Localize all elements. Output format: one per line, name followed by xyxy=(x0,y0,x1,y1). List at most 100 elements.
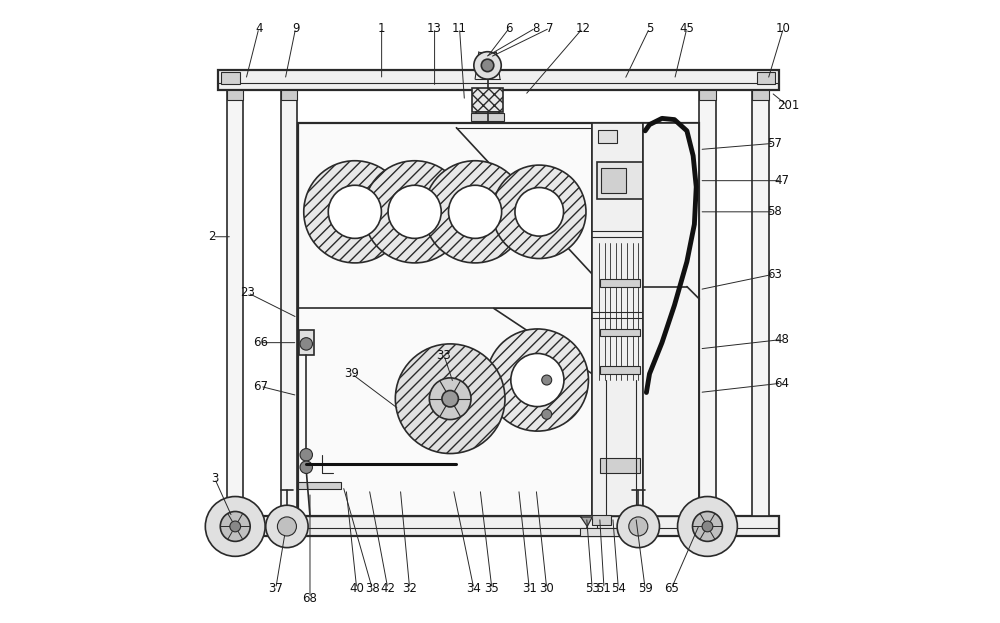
Circle shape xyxy=(230,521,241,532)
Text: 4: 4 xyxy=(255,22,263,34)
Bar xyxy=(757,72,775,84)
Bar xyxy=(601,168,626,193)
Text: 23: 23 xyxy=(240,287,255,299)
Circle shape xyxy=(328,185,381,239)
Circle shape xyxy=(277,517,296,536)
Bar xyxy=(580,528,648,536)
Text: 12: 12 xyxy=(575,22,590,34)
Text: 37: 37 xyxy=(268,583,283,595)
Text: 53: 53 xyxy=(585,583,600,595)
Text: 10: 10 xyxy=(776,22,791,34)
Text: 63: 63 xyxy=(767,268,782,280)
Text: 1: 1 xyxy=(378,22,385,34)
Bar xyxy=(600,279,640,287)
Text: 51: 51 xyxy=(597,583,611,595)
Circle shape xyxy=(629,517,648,536)
Text: 31: 31 xyxy=(522,583,537,595)
Text: 47: 47 xyxy=(774,174,789,187)
Bar xyxy=(218,70,779,90)
Bar xyxy=(597,162,643,199)
Text: 48: 48 xyxy=(774,333,789,346)
Circle shape xyxy=(300,338,312,350)
Circle shape xyxy=(364,161,466,263)
Circle shape xyxy=(678,497,737,556)
Bar xyxy=(227,90,243,100)
Text: 9: 9 xyxy=(292,22,299,34)
Text: 5: 5 xyxy=(646,22,653,34)
Circle shape xyxy=(702,521,713,532)
Circle shape xyxy=(693,511,722,541)
Circle shape xyxy=(486,329,588,431)
Text: 59: 59 xyxy=(638,583,653,595)
Text: 8: 8 xyxy=(532,22,539,34)
Bar xyxy=(592,123,643,516)
Bar xyxy=(298,123,699,516)
Circle shape xyxy=(474,52,501,79)
Bar xyxy=(600,366,640,374)
Text: 6: 6 xyxy=(506,22,513,34)
Bar xyxy=(221,72,240,84)
Text: 3: 3 xyxy=(211,472,218,485)
Text: 66: 66 xyxy=(253,336,268,349)
Circle shape xyxy=(442,391,458,407)
Text: 38: 38 xyxy=(365,583,380,595)
Bar xyxy=(752,90,769,100)
Bar xyxy=(600,329,640,336)
Bar xyxy=(699,90,716,100)
Circle shape xyxy=(515,188,564,236)
Circle shape xyxy=(205,497,265,556)
Text: 58: 58 xyxy=(767,206,781,218)
Text: 32: 32 xyxy=(402,583,417,595)
Circle shape xyxy=(617,505,659,548)
Circle shape xyxy=(395,344,505,454)
Text: 54: 54 xyxy=(611,583,626,595)
Text: 57: 57 xyxy=(767,137,782,150)
Bar xyxy=(699,90,716,516)
Text: 13: 13 xyxy=(427,22,442,34)
Text: 33: 33 xyxy=(437,349,451,361)
Text: 7: 7 xyxy=(546,22,554,34)
Bar xyxy=(471,113,504,121)
Circle shape xyxy=(449,185,502,239)
Circle shape xyxy=(542,375,552,385)
Text: 65: 65 xyxy=(664,583,679,595)
Text: 42: 42 xyxy=(380,583,395,595)
Text: 201: 201 xyxy=(777,100,799,112)
Circle shape xyxy=(424,161,526,263)
Text: 45: 45 xyxy=(679,22,694,34)
Text: 40: 40 xyxy=(349,583,364,595)
Bar xyxy=(472,88,503,112)
Polygon shape xyxy=(581,517,592,526)
Bar xyxy=(299,330,314,355)
Bar xyxy=(218,516,779,536)
Circle shape xyxy=(300,461,312,473)
Bar xyxy=(598,130,617,143)
Text: 64: 64 xyxy=(774,377,789,389)
Bar xyxy=(600,458,640,473)
Circle shape xyxy=(300,449,312,461)
Text: 68: 68 xyxy=(303,592,317,604)
Text: 2: 2 xyxy=(208,231,216,243)
Text: 34: 34 xyxy=(466,583,481,595)
Circle shape xyxy=(388,185,441,239)
Text: 35: 35 xyxy=(485,583,499,595)
Circle shape xyxy=(266,505,308,548)
Text: 39: 39 xyxy=(344,368,359,380)
Text: 30: 30 xyxy=(539,583,554,595)
Bar xyxy=(643,123,699,516)
Text: 11: 11 xyxy=(452,22,467,34)
Circle shape xyxy=(511,353,564,407)
Bar xyxy=(281,90,297,100)
Circle shape xyxy=(481,59,494,72)
Circle shape xyxy=(429,378,471,419)
Bar xyxy=(752,90,769,516)
Circle shape xyxy=(542,409,552,419)
Bar xyxy=(227,90,243,516)
Bar xyxy=(592,515,611,525)
Circle shape xyxy=(220,511,250,541)
Bar xyxy=(281,90,297,516)
Bar xyxy=(476,112,499,125)
Bar xyxy=(298,482,341,489)
Circle shape xyxy=(304,161,406,263)
Text: 67: 67 xyxy=(253,380,268,392)
